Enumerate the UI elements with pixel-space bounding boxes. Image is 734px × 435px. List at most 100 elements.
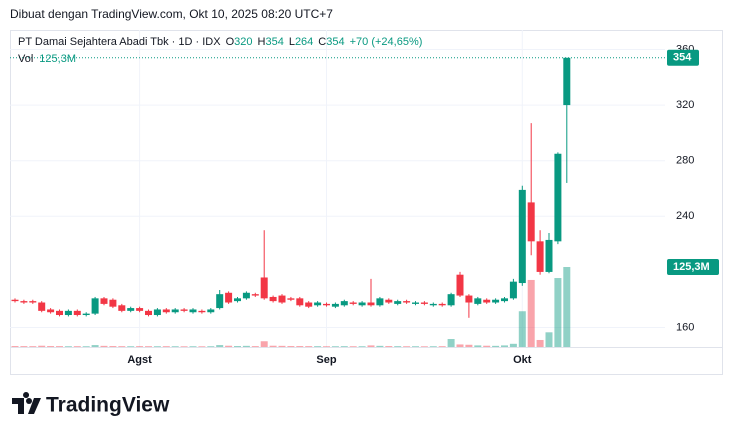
candle-body [438, 303, 446, 306]
candle-body [100, 298, 108, 304]
candle-body [420, 302, 428, 304]
volume-bar [145, 346, 152, 347]
y-tick-label: 280 [676, 155, 694, 167]
candle-body [492, 299, 500, 303]
x-tick-label: Okt [513, 354, 532, 366]
volume-bar [38, 345, 46, 347]
candle-body [509, 281, 517, 299]
candle-body [403, 301, 411, 303]
candle-body [47, 309, 55, 313]
candle-body [554, 153, 562, 242]
candle-body [234, 298, 241, 302]
legend-h: H [258, 36, 266, 48]
y-tick-label: 240 [676, 210, 694, 222]
volume-box [667, 259, 719, 275]
legend-o: O [226, 36, 235, 48]
volume-bar [545, 332, 553, 347]
candle-body [296, 298, 304, 306]
candle-body [305, 302, 313, 307]
volume-bar [47, 346, 55, 347]
candle-body [429, 303, 437, 306]
candle-body [314, 302, 322, 306]
volume-bar [385, 346, 393, 347]
volume-bar [91, 345, 99, 347]
volume-bar [153, 346, 161, 347]
candle-body [545, 239, 553, 272]
candle-body [287, 298, 295, 300]
volume-bar [509, 343, 517, 347]
volume-bar [234, 346, 241, 347]
candle-body [189, 309, 197, 313]
candle-body [251, 294, 259, 296]
volume-bar [474, 345, 482, 347]
candle-body [91, 298, 99, 314]
legend-c: C [318, 36, 326, 48]
volume-bar [527, 279, 535, 347]
legend-high: 354 [265, 36, 283, 48]
legend-low: 264 [295, 36, 313, 48]
candle-body [216, 294, 224, 309]
volume-bar [340, 346, 348, 347]
volume-bar [447, 339, 455, 347]
volume-bar [501, 345, 508, 347]
legend-vol-name: Vol [18, 53, 33, 65]
volume-bar [456, 344, 464, 347]
legend-vol-value: 125,3M [39, 53, 76, 65]
volume-bar [305, 346, 313, 347]
candle-body [501, 298, 508, 302]
candle-body [278, 295, 286, 303]
candle-body [171, 309, 179, 313]
volume-label: 125,3M [673, 261, 710, 273]
candle-body [563, 57, 571, 106]
volume-bar [287, 346, 295, 347]
logo-slash [28, 398, 41, 414]
volume-bar [358, 346, 366, 347]
pane-border [10, 30, 723, 375]
candle-body [483, 299, 491, 303]
candle-body [527, 202, 535, 242]
candle-body [73, 310, 81, 316]
legend-l: L [289, 36, 295, 48]
volume-bar [127, 346, 135, 347]
candle-body [412, 302, 419, 304]
legend-volume: Vol 125,3M [18, 53, 76, 65]
volume-bar [438, 346, 446, 347]
volume-bar [518, 311, 526, 347]
candle-body [260, 277, 268, 299]
volume-bar [251, 346, 259, 347]
volume-bar [367, 345, 375, 347]
candle-body [136, 308, 144, 311]
candle-body [180, 309, 188, 311]
candle-body [394, 301, 402, 304]
volume-bar [82, 346, 90, 347]
candle-body [38, 302, 46, 311]
volume-bar [314, 346, 322, 347]
last-price-box [667, 49, 699, 66]
candle-body [465, 295, 473, 303]
volume-bar [296, 346, 304, 347]
candle-body [198, 310, 206, 313]
candle-body [518, 189, 526, 284]
volume-bar [109, 346, 117, 347]
volume-bar [465, 344, 473, 347]
volume-bar [349, 346, 357, 347]
candle-body [29, 301, 37, 303]
volume-bar [136, 346, 144, 347]
volume-bar [198, 346, 206, 347]
candle-body [118, 305, 126, 311]
volume-bar [73, 346, 81, 347]
candle-body [269, 296, 277, 302]
y-tick-label: 160 [676, 321, 694, 333]
volume-bar [216, 345, 224, 347]
volume-bar [162, 346, 170, 347]
volume-bar [56, 346, 63, 347]
candle-body [162, 309, 170, 313]
volume-bar [269, 345, 277, 347]
candle-body [109, 299, 117, 307]
x-tick-label: Agst [127, 354, 152, 366]
logo-dot [26, 398, 32, 404]
candle-body [56, 310, 63, 316]
